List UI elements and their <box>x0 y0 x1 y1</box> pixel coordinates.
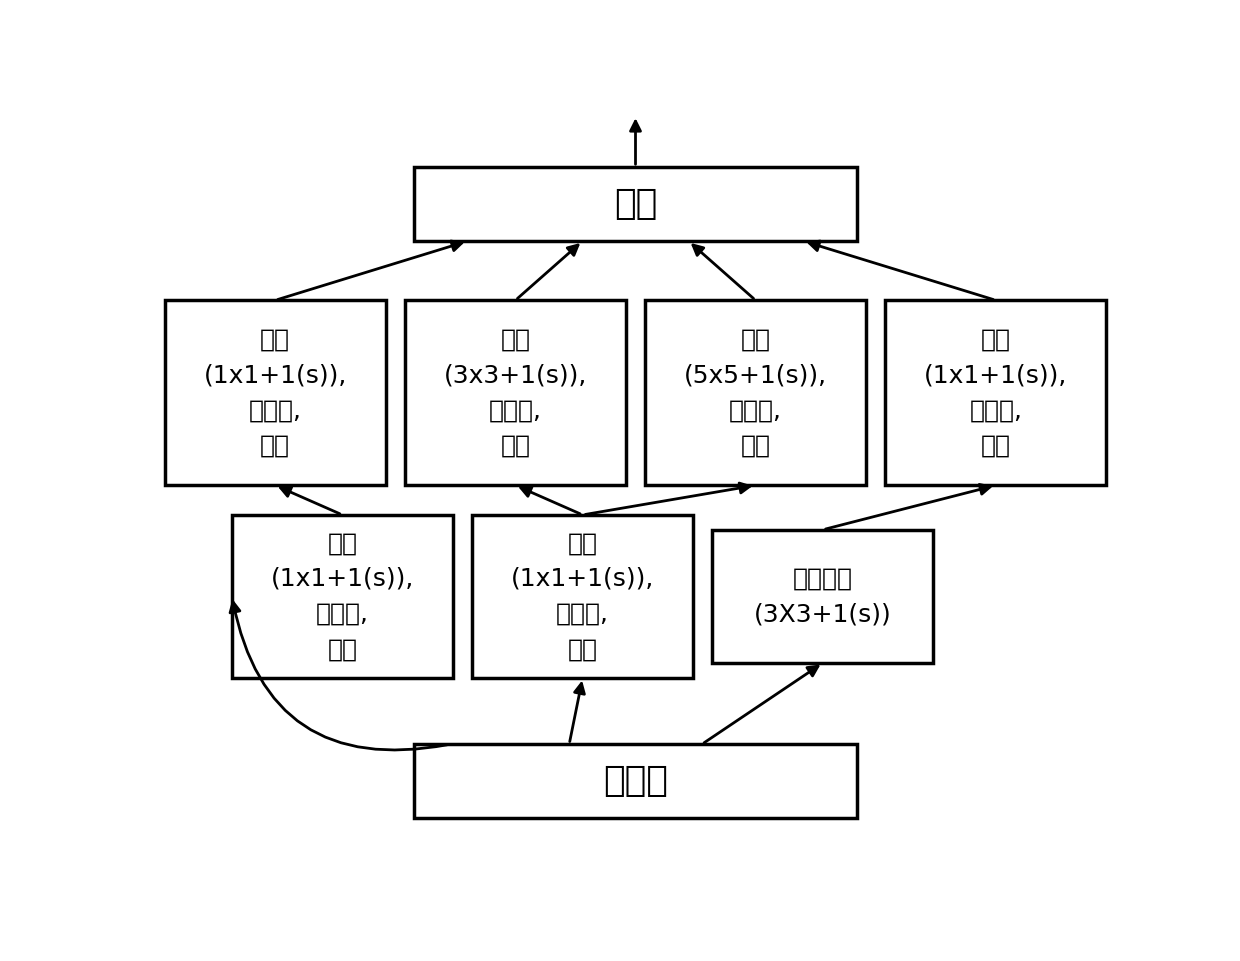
Bar <box>472 515 693 678</box>
Text: 前一层: 前一层 <box>603 764 668 799</box>
Bar <box>232 515 453 678</box>
Bar <box>165 300 386 485</box>
Bar <box>414 167 857 241</box>
Text: 卷积
(1x1+1(s)),
归一化,
激活: 卷积 (1x1+1(s)), 归一化, 激活 <box>203 328 347 457</box>
Bar <box>885 300 1106 485</box>
Bar <box>404 300 626 485</box>
Text: 卷积
(1x1+1(s)),
归一化,
激活: 卷积 (1x1+1(s)), 归一化, 激活 <box>511 531 655 661</box>
Text: 卷积
(3x3+1(s)),
归一化,
激活: 卷积 (3x3+1(s)), 归一化, 激活 <box>444 328 587 457</box>
Text: 拼接: 拼接 <box>614 187 657 221</box>
Text: 卷积
(1x1+1(s)),
归一化,
激活: 卷积 (1x1+1(s)), 归一化, 激活 <box>270 531 414 661</box>
Text: 卷积
(5x5+1(s)),
归一化,
激活: 卷积 (5x5+1(s)), 归一化, 激活 <box>684 328 827 457</box>
Text: 卷积
(1x1+1(s)),
归一化,
激活: 卷积 (1x1+1(s)), 归一化, 激活 <box>924 328 1068 457</box>
Bar <box>712 530 934 663</box>
Bar <box>414 744 857 819</box>
Text: 均値池化
(3X3+1(s)): 均値池化 (3X3+1(s)) <box>754 567 892 626</box>
Bar <box>645 300 866 485</box>
